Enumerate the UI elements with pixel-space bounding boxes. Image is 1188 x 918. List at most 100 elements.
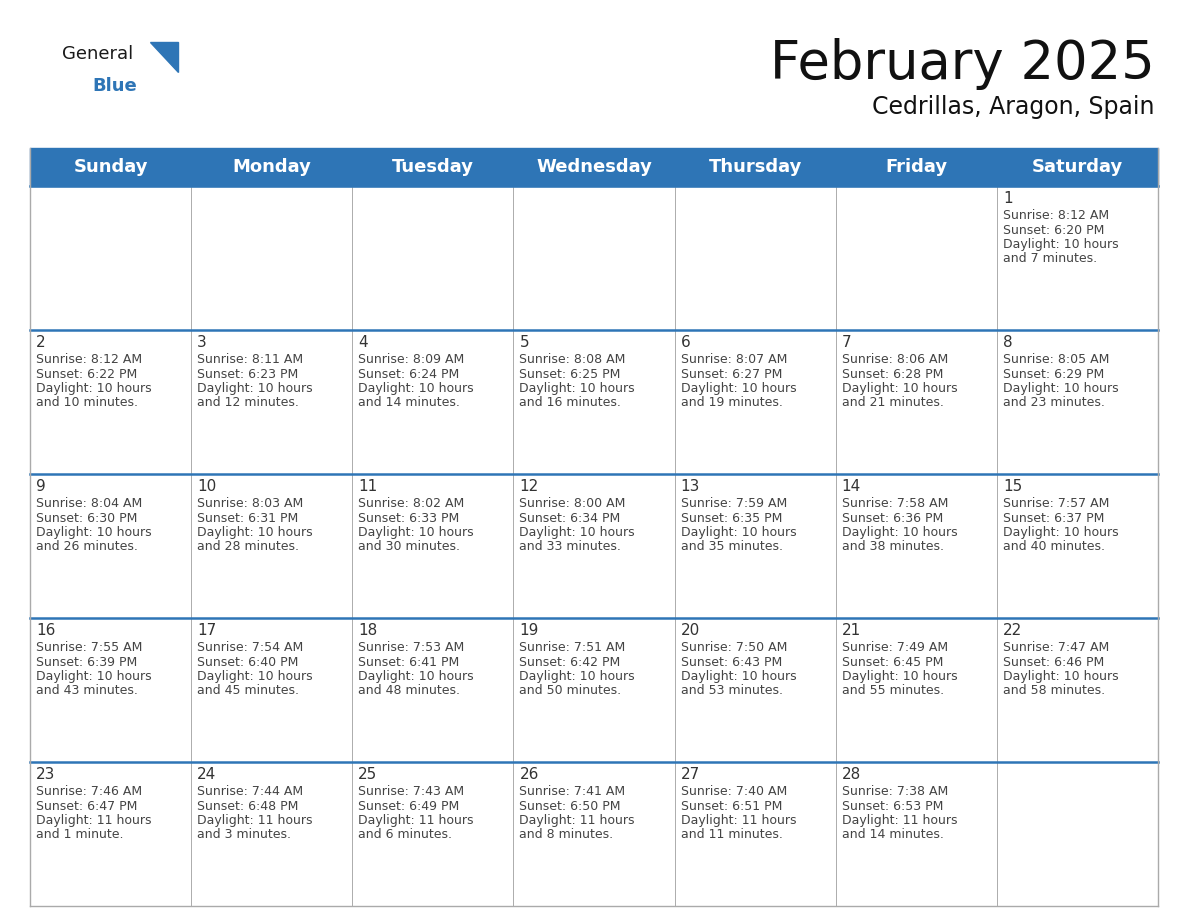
Text: and 26 minutes.: and 26 minutes. bbox=[36, 541, 138, 554]
Bar bbox=[835, 474, 997, 618]
Bar bbox=[353, 186, 513, 330]
Text: 18: 18 bbox=[359, 623, 378, 638]
Bar bbox=[513, 762, 675, 906]
Text: Sunset: 6:36 PM: Sunset: 6:36 PM bbox=[842, 511, 943, 524]
Text: Sunrise: 7:41 AM: Sunrise: 7:41 AM bbox=[519, 785, 626, 798]
Text: Wednesday: Wednesday bbox=[536, 158, 652, 176]
Text: Sunset: 6:43 PM: Sunset: 6:43 PM bbox=[681, 655, 782, 668]
Text: Sunrise: 7:38 AM: Sunrise: 7:38 AM bbox=[842, 785, 948, 798]
Text: and 30 minutes.: and 30 minutes. bbox=[359, 541, 460, 554]
Text: Daylight: 11 hours: Daylight: 11 hours bbox=[842, 814, 958, 827]
Bar bbox=[513, 186, 675, 330]
Text: Sunset: 6:49 PM: Sunset: 6:49 PM bbox=[359, 800, 460, 812]
Text: 10: 10 bbox=[197, 479, 216, 494]
Text: Sunset: 6:41 PM: Sunset: 6:41 PM bbox=[359, 655, 460, 668]
Text: Sunrise: 8:06 AM: Sunrise: 8:06 AM bbox=[842, 353, 948, 366]
Text: Sunrise: 7:40 AM: Sunrise: 7:40 AM bbox=[681, 785, 786, 798]
Text: Sunrise: 7:54 AM: Sunrise: 7:54 AM bbox=[197, 641, 303, 654]
Text: Sunset: 6:53 PM: Sunset: 6:53 PM bbox=[842, 800, 943, 812]
Text: Daylight: 11 hours: Daylight: 11 hours bbox=[519, 814, 634, 827]
Text: Sunset: 6:42 PM: Sunset: 6:42 PM bbox=[519, 655, 620, 668]
Text: Sunset: 6:24 PM: Sunset: 6:24 PM bbox=[359, 367, 460, 380]
Bar bbox=[30, 618, 191, 762]
Text: Daylight: 11 hours: Daylight: 11 hours bbox=[197, 814, 312, 827]
Text: and 11 minutes.: and 11 minutes. bbox=[681, 829, 783, 842]
Bar bbox=[997, 330, 1158, 474]
Text: 2: 2 bbox=[36, 335, 45, 350]
Text: Saturday: Saturday bbox=[1032, 158, 1123, 176]
Text: Sunrise: 7:59 AM: Sunrise: 7:59 AM bbox=[681, 497, 786, 510]
Text: Sunset: 6:51 PM: Sunset: 6:51 PM bbox=[681, 800, 782, 812]
Text: 17: 17 bbox=[197, 623, 216, 638]
Text: and 23 minutes.: and 23 minutes. bbox=[1003, 397, 1105, 409]
Bar bbox=[30, 330, 191, 474]
Text: 15: 15 bbox=[1003, 479, 1022, 494]
Text: Daylight: 10 hours: Daylight: 10 hours bbox=[1003, 382, 1118, 395]
Bar bbox=[30, 186, 191, 330]
Bar bbox=[191, 762, 353, 906]
Text: Sunday: Sunday bbox=[74, 158, 147, 176]
Text: and 35 minutes.: and 35 minutes. bbox=[681, 541, 783, 554]
Text: 14: 14 bbox=[842, 479, 861, 494]
Bar bbox=[675, 186, 835, 330]
Bar bbox=[191, 186, 353, 330]
Text: Sunrise: 8:12 AM: Sunrise: 8:12 AM bbox=[1003, 209, 1108, 222]
Text: Sunrise: 8:05 AM: Sunrise: 8:05 AM bbox=[1003, 353, 1110, 366]
Text: and 40 minutes.: and 40 minutes. bbox=[1003, 541, 1105, 554]
Text: Sunset: 6:31 PM: Sunset: 6:31 PM bbox=[197, 511, 298, 524]
Bar bbox=[835, 330, 997, 474]
Bar bbox=[835, 148, 997, 186]
Text: Sunset: 6:39 PM: Sunset: 6:39 PM bbox=[36, 655, 138, 668]
Text: Daylight: 10 hours: Daylight: 10 hours bbox=[359, 526, 474, 539]
Text: Sunrise: 7:58 AM: Sunrise: 7:58 AM bbox=[842, 497, 948, 510]
Polygon shape bbox=[150, 42, 178, 72]
Text: and 6 minutes.: and 6 minutes. bbox=[359, 829, 453, 842]
Bar bbox=[675, 474, 835, 618]
Bar bbox=[997, 474, 1158, 618]
Bar bbox=[675, 762, 835, 906]
Text: 25: 25 bbox=[359, 767, 378, 782]
Text: Sunrise: 7:46 AM: Sunrise: 7:46 AM bbox=[36, 785, 143, 798]
Text: 4: 4 bbox=[359, 335, 368, 350]
Text: Thursday: Thursday bbox=[708, 158, 802, 176]
Text: and 14 minutes.: and 14 minutes. bbox=[359, 397, 460, 409]
Text: and 38 minutes.: and 38 minutes. bbox=[842, 541, 943, 554]
Text: 3: 3 bbox=[197, 335, 207, 350]
Text: 8: 8 bbox=[1003, 335, 1012, 350]
Bar bbox=[835, 762, 997, 906]
Text: and 43 minutes.: and 43 minutes. bbox=[36, 685, 138, 698]
Text: Sunrise: 8:00 AM: Sunrise: 8:00 AM bbox=[519, 497, 626, 510]
Text: Sunrise: 8:03 AM: Sunrise: 8:03 AM bbox=[197, 497, 303, 510]
Text: and 58 minutes.: and 58 minutes. bbox=[1003, 685, 1105, 698]
Text: Sunset: 6:23 PM: Sunset: 6:23 PM bbox=[197, 367, 298, 380]
Text: Daylight: 10 hours: Daylight: 10 hours bbox=[197, 382, 312, 395]
Text: Daylight: 10 hours: Daylight: 10 hours bbox=[842, 670, 958, 683]
Text: and 10 minutes.: and 10 minutes. bbox=[36, 397, 138, 409]
Bar bbox=[675, 330, 835, 474]
Text: Sunset: 6:40 PM: Sunset: 6:40 PM bbox=[197, 655, 298, 668]
Bar bbox=[513, 618, 675, 762]
Text: Sunset: 6:34 PM: Sunset: 6:34 PM bbox=[519, 511, 620, 524]
Text: Sunset: 6:37 PM: Sunset: 6:37 PM bbox=[1003, 511, 1104, 524]
Text: 27: 27 bbox=[681, 767, 700, 782]
Text: Sunset: 6:45 PM: Sunset: 6:45 PM bbox=[842, 655, 943, 668]
Text: Sunrise: 8:08 AM: Sunrise: 8:08 AM bbox=[519, 353, 626, 366]
Text: 5: 5 bbox=[519, 335, 529, 350]
Text: Daylight: 10 hours: Daylight: 10 hours bbox=[1003, 526, 1118, 539]
Text: General: General bbox=[62, 45, 133, 63]
Text: Sunrise: 7:53 AM: Sunrise: 7:53 AM bbox=[359, 641, 465, 654]
Text: Sunset: 6:35 PM: Sunset: 6:35 PM bbox=[681, 511, 782, 524]
Text: Blue: Blue bbox=[91, 77, 137, 95]
Text: Sunrise: 8:07 AM: Sunrise: 8:07 AM bbox=[681, 353, 786, 366]
Text: Sunrise: 7:51 AM: Sunrise: 7:51 AM bbox=[519, 641, 626, 654]
Text: Sunrise: 7:43 AM: Sunrise: 7:43 AM bbox=[359, 785, 465, 798]
Text: and 55 minutes.: and 55 minutes. bbox=[842, 685, 943, 698]
Text: Daylight: 10 hours: Daylight: 10 hours bbox=[36, 382, 152, 395]
Text: Sunset: 6:47 PM: Sunset: 6:47 PM bbox=[36, 800, 138, 812]
Text: 12: 12 bbox=[519, 479, 538, 494]
Text: and 14 minutes.: and 14 minutes. bbox=[842, 829, 943, 842]
Text: Sunrise: 7:50 AM: Sunrise: 7:50 AM bbox=[681, 641, 786, 654]
Text: Daylight: 10 hours: Daylight: 10 hours bbox=[681, 382, 796, 395]
Text: Sunset: 6:22 PM: Sunset: 6:22 PM bbox=[36, 367, 138, 380]
Text: Daylight: 10 hours: Daylight: 10 hours bbox=[197, 670, 312, 683]
